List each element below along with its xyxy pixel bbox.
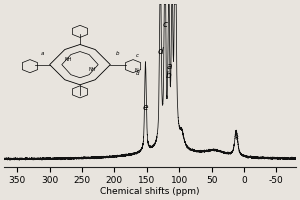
Text: e: e [143, 103, 148, 112]
Text: c: c [162, 20, 167, 29]
Text: a: a [167, 62, 172, 71]
Text: d: d [158, 47, 163, 56]
Text: *: * [234, 135, 239, 145]
X-axis label: Chemical shifts (ppm): Chemical shifts (ppm) [100, 187, 200, 196]
Text: b: b [166, 71, 172, 80]
